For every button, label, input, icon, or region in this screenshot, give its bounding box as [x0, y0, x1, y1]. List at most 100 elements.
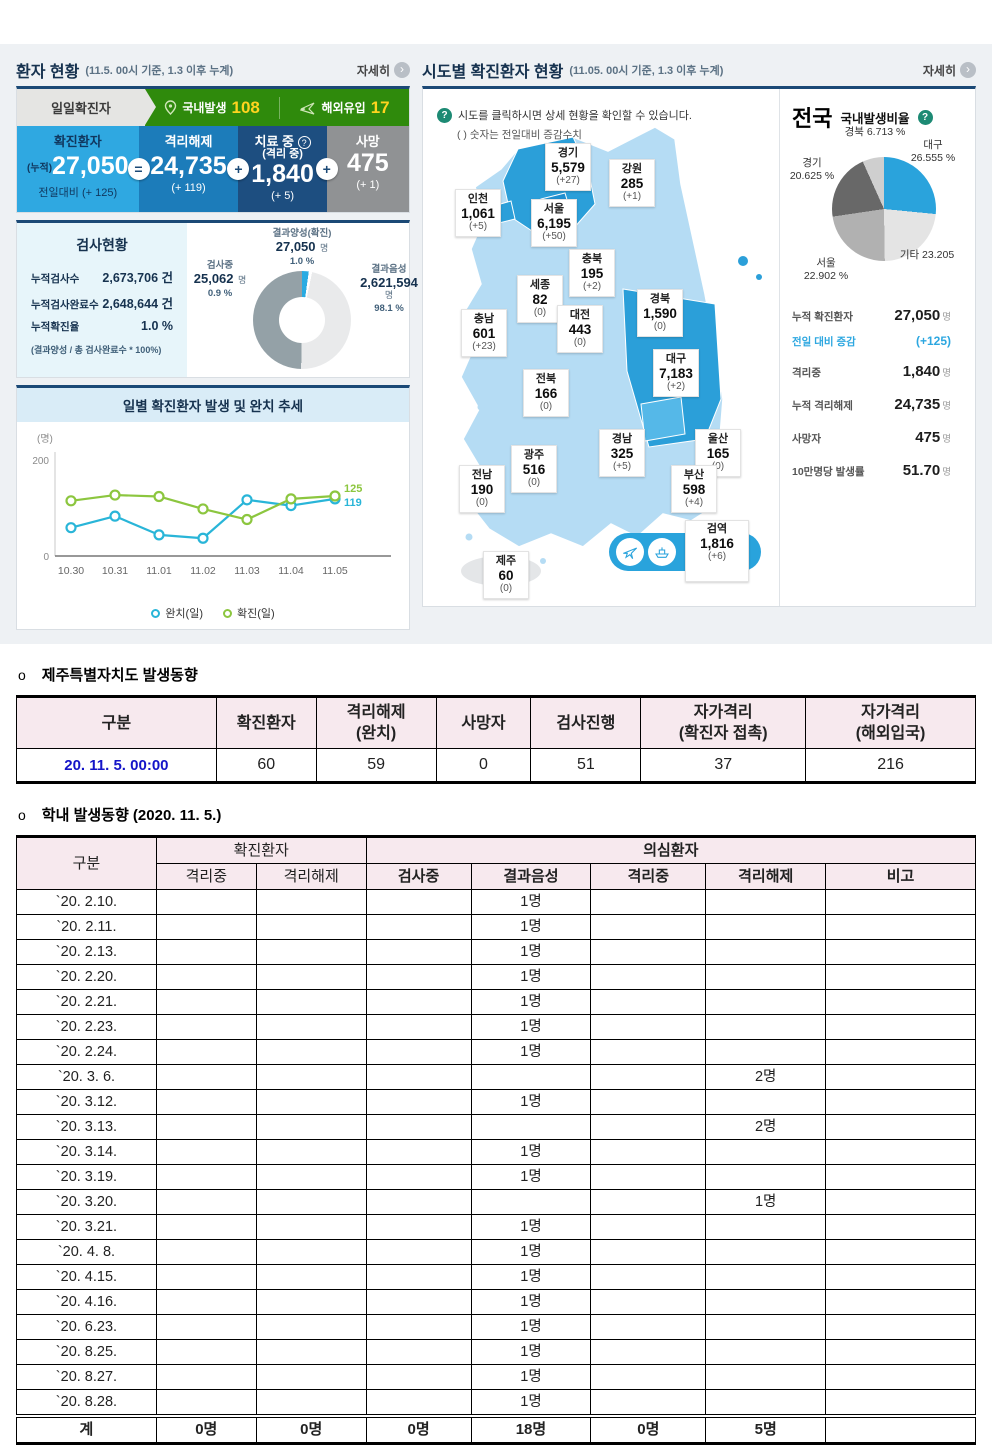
test-row: 누적확진율 1.0 % [31, 319, 173, 333]
cell [255, 1089, 367, 1115]
region-chungbuk[interactable]: 충북 195 (+2) [569, 249, 615, 297]
region-gangwon[interactable]: 강원 285 (+1) [609, 159, 655, 207]
cell [590, 939, 707, 965]
date-cell: `20. 3.13. [16, 1114, 157, 1140]
cell [825, 1139, 976, 1165]
cell [705, 1214, 827, 1240]
cell [155, 1014, 257, 1040]
region-ulsan[interactable]: 울산 165 (0) [695, 429, 741, 477]
jeju-status-table: 구분 확진환자 격리해제 (완치) 사망자 검사진행 자가격리 (확진자 접촉) 자… [16, 695, 976, 784]
trend-chart-box: 일별 확진환자 발생 및 완치 추세 200 0 (명) 10.30 10.31 11.0… [16, 385, 410, 630]
svg-text:11.02: 11.02 [190, 565, 216, 577]
cell: 1명 [470, 1089, 592, 1115]
date-cell: `20. 2.23. [16, 1014, 157, 1040]
region-gyeonggi[interactable]: 경기 5,579 (+27) [545, 143, 591, 191]
cell: 1명 [470, 1239, 592, 1265]
cell: 1명 [470, 964, 592, 990]
cell [155, 1264, 257, 1290]
stat-deaths: 사망 475 (+ 1) [326, 126, 409, 212]
donut-label-negative: 결과음성 2,621,594 명 98.1 % [360, 264, 418, 314]
region-gyeongnam[interactable]: 경남 325 (+5) [599, 429, 645, 477]
cell [365, 939, 472, 965]
cell: 1명 [470, 1139, 592, 1165]
imported-cases: 해외유입 17 [299, 98, 390, 118]
cell [365, 1289, 472, 1315]
quarantine-pill[interactable]: 검역 1,816 (+6) [609, 520, 761, 582]
cell [365, 1014, 472, 1040]
region-gyeongbuk[interactable]: 경북 1,590 (0) [637, 289, 683, 337]
detail-link[interactable]: 자세히 › [923, 62, 976, 79]
cell [705, 1339, 827, 1365]
detail-link[interactable]: 자세히 › [357, 62, 410, 79]
cell [155, 914, 257, 940]
region-busan[interactable]: 부산 598 (+4) [671, 465, 717, 513]
cell [705, 1139, 827, 1165]
cell: 5명 [705, 1414, 827, 1444]
school-data-row: `20. 3.21. 1명 [16, 1214, 976, 1240]
help-icon[interactable]: ? [297, 136, 311, 149]
group-header-suspected: 의심환자 [365, 836, 977, 864]
cell [705, 1014, 827, 1040]
school-data-row: `20. 2.11. 1명 [16, 914, 976, 940]
cell [590, 1139, 707, 1165]
patient-status-header: 환자 현황 (11.5. 00시 기준, 1.3 이후 누계) 자세히 › [16, 54, 410, 86]
col-header: 검사중 [365, 863, 472, 890]
region-daejeon[interactable]: 대전 443 (0) [557, 305, 603, 353]
cell [825, 1339, 976, 1365]
test-row: 누적검사수 2,673,706 건 [31, 271, 173, 285]
cell [705, 964, 827, 990]
region-gwangju[interactable]: 광주 516 (0) [511, 445, 557, 493]
cell [705, 1089, 827, 1115]
region-incheon[interactable]: 인천 1,061 (+5) [455, 189, 501, 237]
cell [155, 939, 257, 965]
col-header: 구분 [16, 696, 217, 749]
school-data-row: `20. 8.25. 1명 [16, 1339, 976, 1365]
cell [255, 1039, 367, 1065]
region-jeonnam[interactable]: 전남 190 (0) [459, 465, 505, 513]
date-cell: `20. 3.19. [16, 1164, 157, 1190]
region-chungnam[interactable]: 충남 601 (+23) [461, 309, 507, 357]
tab-daily-confirmed[interactable]: 일일확진자 [17, 89, 156, 126]
cell [705, 1264, 827, 1290]
school-data-row: `20. 2.13. 1명 [16, 939, 976, 965]
region-seoul[interactable]: 서울 6,195 (+50) [531, 199, 577, 247]
school-data-row: `20. 3.13. 2명 [16, 1114, 976, 1140]
trend-chart: 200 0 (명) 10.30 10.31 11.01 11.02 11.03 11.04 11.… [17, 422, 409, 603]
pie-label-gyeongbuk: 경북 6.713 % [844, 126, 906, 138]
cell [155, 964, 257, 990]
region-sejong[interactable]: 세종 82 (0) [517, 275, 563, 323]
cell [825, 1414, 976, 1444]
cell [590, 1289, 707, 1315]
cell: 1명 [470, 939, 592, 965]
cell: 1명 [470, 1364, 592, 1390]
help-icon[interactable]: ? [437, 107, 452, 123]
region-daegu[interactable]: 대구 7,183 (+2) [653, 349, 699, 397]
school-data-row: `20. 2.23. 1명 [16, 1014, 976, 1040]
cell: 1명 [470, 1014, 592, 1040]
cell [705, 914, 827, 940]
cell: 1명 [705, 1189, 827, 1215]
school-data-row: `20. 3.19. 1명 [16, 1164, 976, 1190]
cell [590, 914, 707, 940]
help-icon[interactable]: ? [917, 109, 933, 125]
svg-text:125: 125 [344, 483, 362, 495]
region-jeonbuk[interactable]: 전북 166 (0) [523, 369, 569, 417]
cell: 0명 [365, 1414, 472, 1444]
region-jeju[interactable]: 제주 60 (0) [483, 551, 529, 599]
bullet: o [18, 806, 26, 823]
cell [825, 1314, 976, 1340]
cell: 1명 [470, 1314, 592, 1340]
col-header: 격리해제 [255, 863, 367, 890]
cell [705, 939, 827, 965]
svg-text:(명): (명) [37, 433, 53, 445]
cell [365, 1239, 472, 1265]
school-data-row: `20. 2.10. 1명 [16, 889, 976, 915]
cell: 1명 [470, 1339, 592, 1365]
cell [825, 939, 976, 965]
cell [470, 1114, 592, 1140]
cell [705, 1039, 827, 1065]
plus-badge: + [227, 158, 250, 180]
cell [825, 1364, 976, 1390]
svg-text:11.05: 11.05 [322, 565, 348, 577]
cell: 37 [640, 748, 807, 783]
